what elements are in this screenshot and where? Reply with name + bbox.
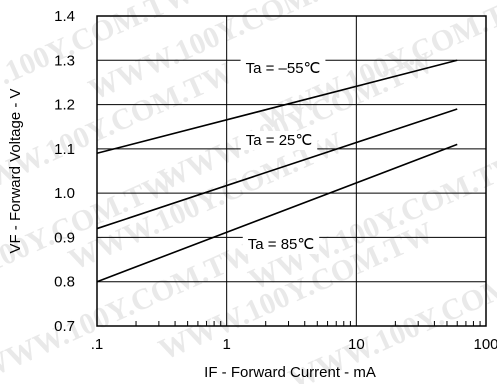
y-tick-label: 1.0 — [54, 185, 75, 202]
curve-label: Ta = 25℃ — [246, 132, 312, 149]
tick-layer: 0.7 0.8 0.9 1.0 1.1 1.2 1.3 1.4 .1 1 10 100 — [54, 8, 497, 353]
x-tick-label: 1 — [222, 336, 230, 353]
series-line — [96, 143, 458, 283]
x-tick-label: 100 — [473, 336, 497, 353]
y-axis-title: VF - Forward Voltage - V — [7, 88, 24, 253]
y-tick-label: 1.4 — [54, 8, 75, 25]
x-tick-label: 10 — [348, 336, 365, 353]
y-tick-label: 1.1 — [54, 141, 75, 158]
series-line — [96, 108, 458, 230]
curve-label: Ta = –55℃ — [246, 60, 321, 77]
curve-label-background — [242, 235, 320, 254]
x-axis-title: IF - Forward Current - mA — [204, 364, 376, 381]
curve-label: Ta = 85℃ — [248, 236, 314, 253]
y-tick-label: 1.2 — [54, 97, 75, 114]
x-tick-label: .1 — [91, 336, 104, 353]
series-line — [96, 59, 458, 155]
y-tick-label: 0.9 — [54, 229, 75, 246]
y-tick-label: 0.7 — [54, 318, 75, 335]
y-tick-label: 1.3 — [54, 52, 75, 69]
series-layer — [96, 59, 458, 283]
y-tick-label: 0.8 — [54, 274, 75, 291]
curve-label-layer: Ta = –55℃ Ta = 25℃ Ta = 85℃ — [240, 59, 326, 254]
plot-frame — [96, 15, 487, 327]
curve-label-background — [240, 59, 326, 78]
curve-label-background — [240, 131, 318, 150]
